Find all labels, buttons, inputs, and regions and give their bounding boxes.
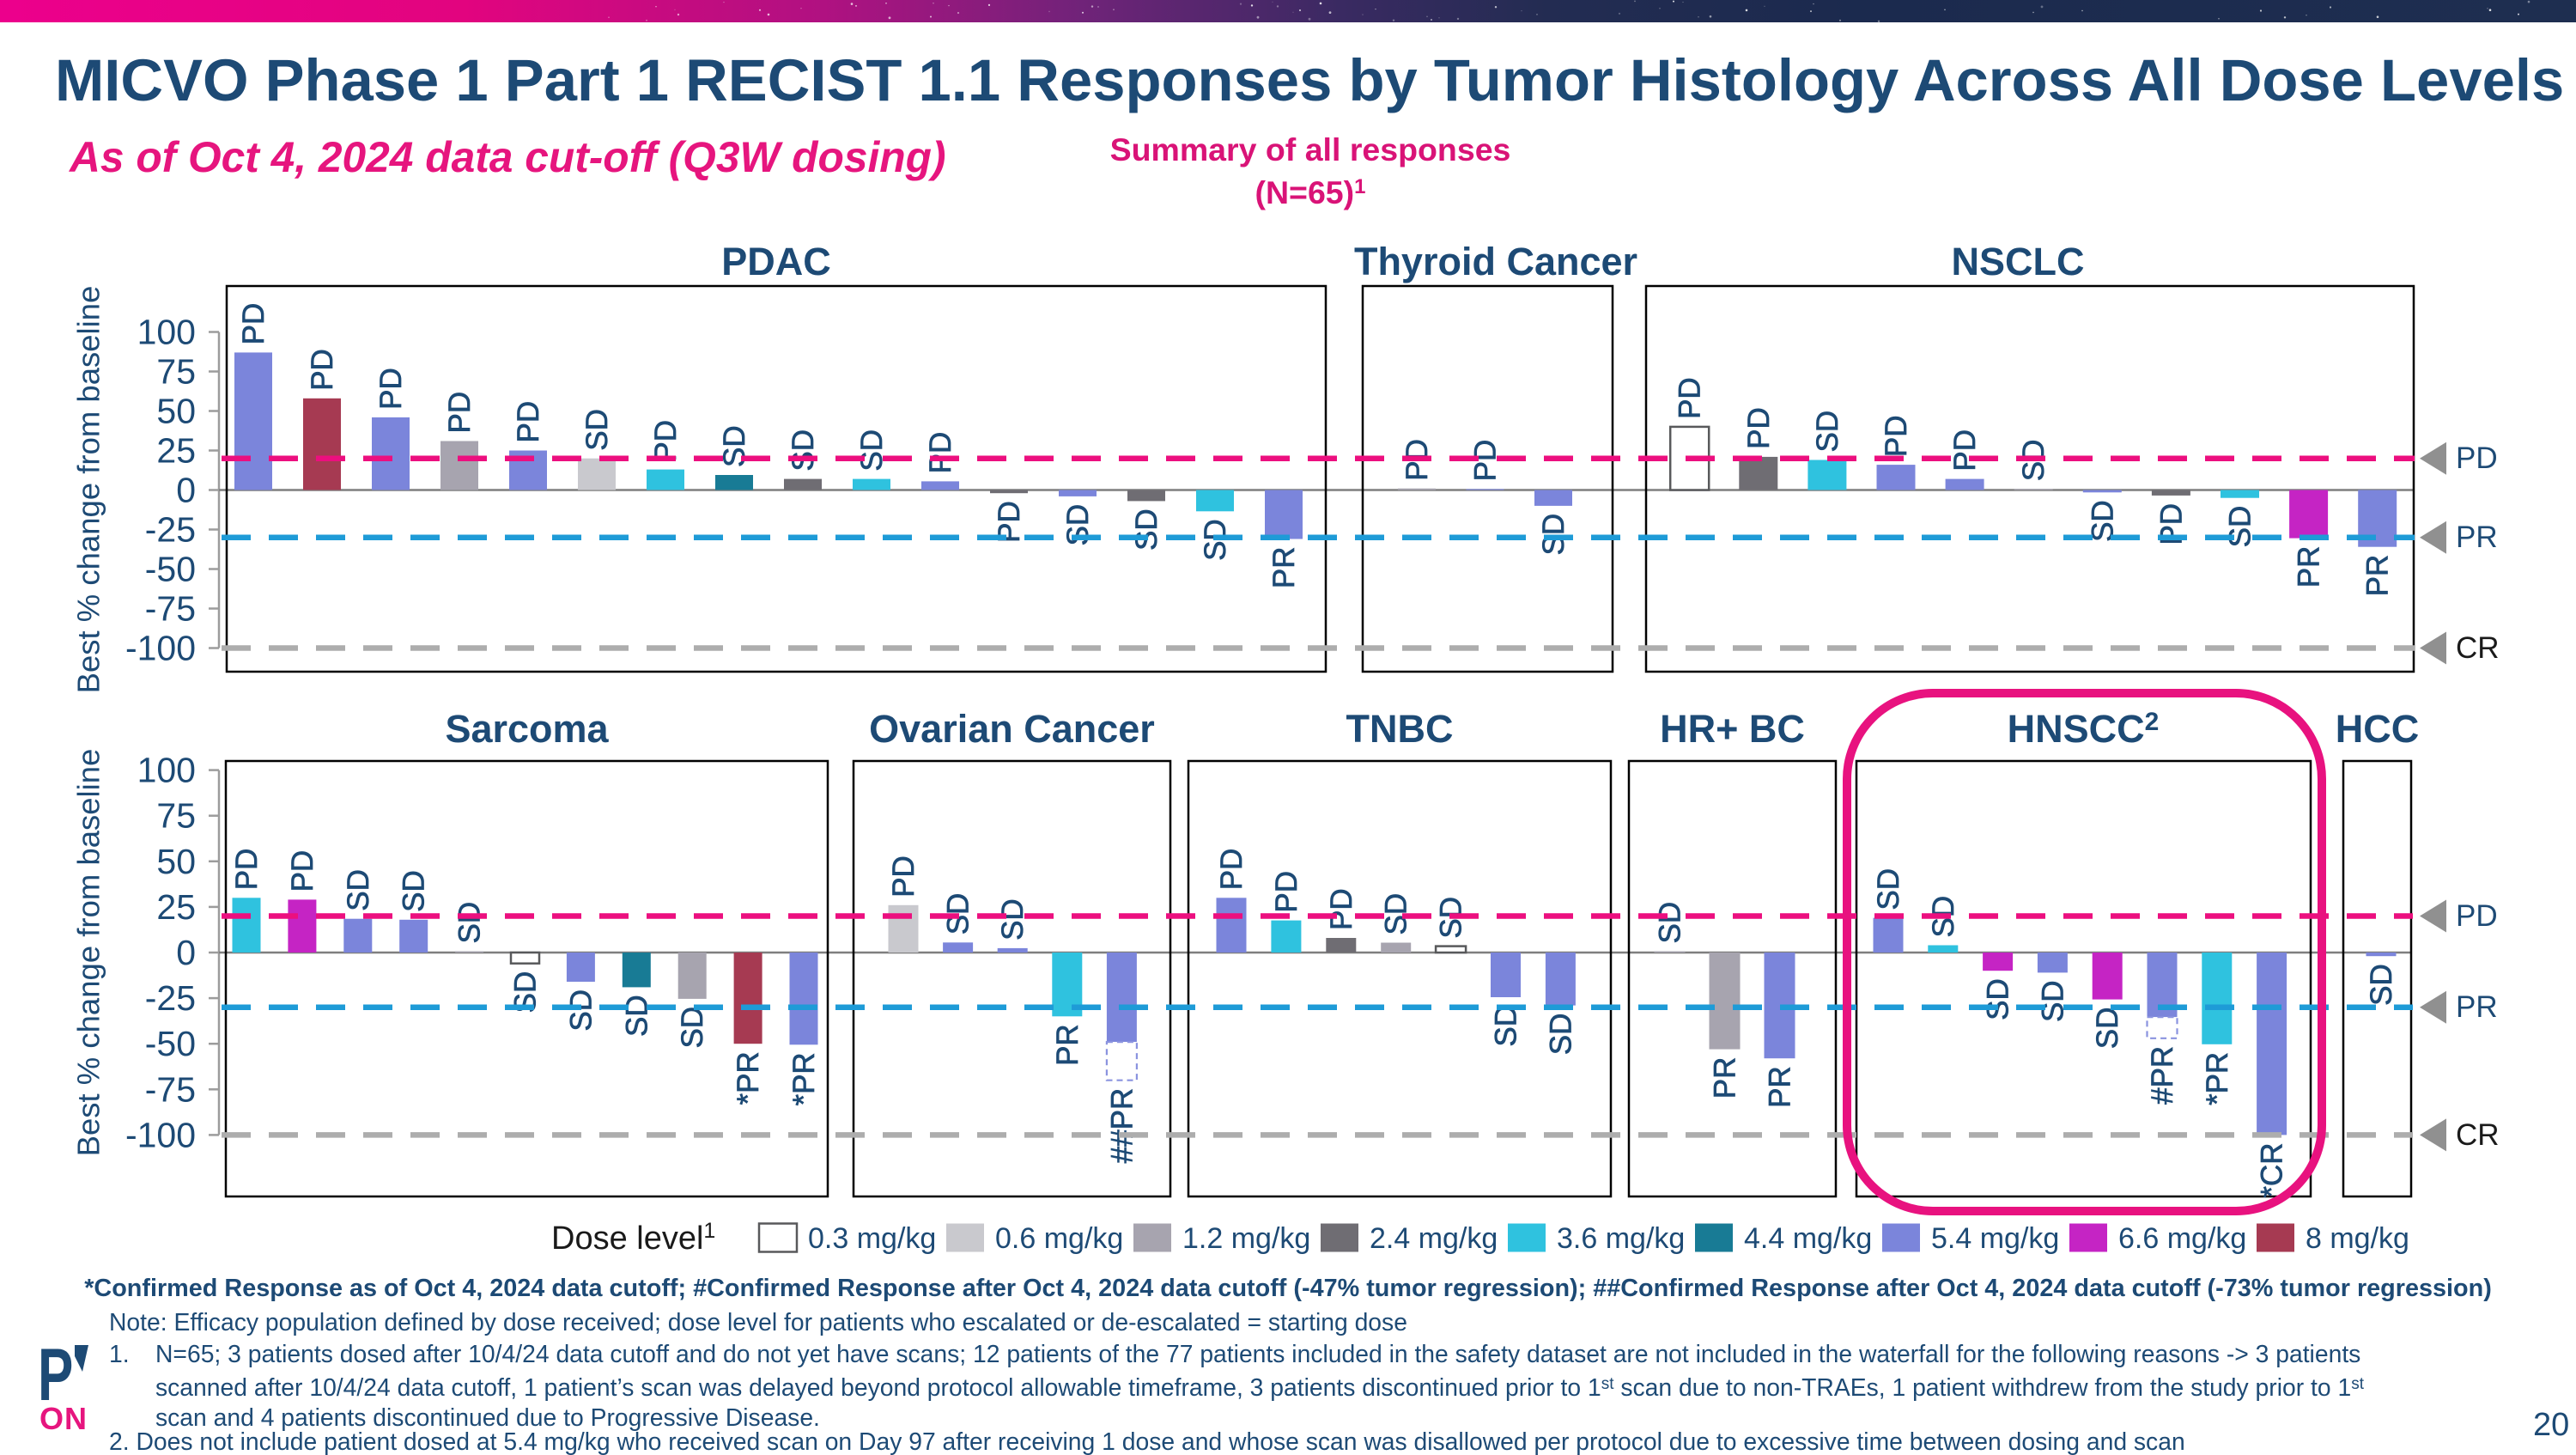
svg-text:SD: SD bbox=[676, 1007, 709, 1049]
svg-text:-50: -50 bbox=[145, 1024, 196, 1063]
svg-text:*CR: *CR bbox=[2256, 1142, 2289, 1197]
svg-text:PD: PD bbox=[1880, 415, 1913, 457]
svg-text:PD: PD bbox=[1215, 849, 1249, 891]
svg-text:SD: SD bbox=[1544, 1014, 1577, 1056]
svg-text:SD: SD bbox=[1872, 868, 1905, 910]
svg-text:PD: PD bbox=[1742, 407, 1776, 449]
svg-text:-25: -25 bbox=[145, 978, 196, 1018]
svg-text:##PR: ##PR bbox=[1105, 1088, 1139, 1164]
svg-text:SD: SD bbox=[1490, 1005, 1523, 1047]
svg-text:SD: SD bbox=[855, 429, 889, 472]
svg-text:0: 0 bbox=[176, 933, 196, 972]
svg-text:25: 25 bbox=[156, 431, 196, 471]
svg-text:0.3 mg/kg: 0.3 mg/kg bbox=[808, 1222, 936, 1255]
svg-text:SD: SD bbox=[2036, 980, 2069, 1022]
svg-text:HCC: HCC bbox=[2336, 707, 2420, 751]
svg-text:SD: SD bbox=[1537, 514, 1571, 556]
svg-text:Best % change from baseline: Best % change from baseline bbox=[71, 286, 106, 694]
svg-text:PD: PD bbox=[1325, 888, 1358, 930]
svg-text:75: 75 bbox=[156, 352, 196, 392]
svg-text:PD: PD bbox=[286, 850, 319, 892]
svg-text:Best % change from baseline: Best % change from baseline bbox=[71, 749, 106, 1157]
svg-text:PDAC: PDAC bbox=[721, 240, 831, 283]
svg-text:Thyroid Cancer: Thyroid Cancer bbox=[1354, 240, 1637, 283]
svg-text:PD: PD bbox=[443, 392, 477, 434]
svg-text:100: 100 bbox=[137, 751, 196, 790]
svg-text:NSCLC: NSCLC bbox=[1952, 240, 2085, 283]
svg-text:PD: PD bbox=[2456, 899, 2498, 933]
svg-text:SD: SD bbox=[1654, 902, 1687, 944]
svg-text:*PR: *PR bbox=[2201, 1052, 2234, 1105]
svg-text:*PR: *PR bbox=[732, 1051, 765, 1105]
svg-text:SD: SD bbox=[1130, 508, 1163, 551]
svg-text:SD: SD bbox=[2091, 1008, 2124, 1050]
svg-text:PD: PD bbox=[924, 432, 957, 474]
svg-text:50: 50 bbox=[156, 392, 196, 431]
svg-text:HR+ BC: HR+ BC bbox=[1660, 707, 1805, 751]
svg-text:*PR: *PR bbox=[787, 1052, 821, 1105]
svg-text:25: 25 bbox=[156, 887, 196, 927]
svg-text:-100: -100 bbox=[125, 1115, 196, 1154]
svg-text:SD: SD bbox=[453, 902, 487, 944]
svg-text:Sarcoma: Sarcoma bbox=[445, 707, 609, 751]
svg-text:PD: PD bbox=[374, 368, 408, 410]
svg-text:PD: PD bbox=[1270, 871, 1303, 913]
svg-text:100: 100 bbox=[137, 313, 196, 352]
svg-text:PR: PR bbox=[2456, 990, 2498, 1024]
svg-text:SD: SD bbox=[1811, 411, 1844, 453]
svg-text:PD: PD bbox=[649, 420, 683, 462]
svg-text:0: 0 bbox=[176, 471, 196, 510]
svg-text:CR: CR bbox=[2456, 1118, 2500, 1152]
svg-text:PR: PR bbox=[1709, 1057, 1742, 1099]
svg-text:SD: SD bbox=[2365, 964, 2398, 1006]
svg-text:SD: SD bbox=[996, 898, 1030, 941]
svg-text:SD: SD bbox=[342, 869, 375, 911]
svg-text:PD: PD bbox=[237, 303, 270, 345]
svg-text:SD: SD bbox=[2224, 506, 2257, 548]
svg-text:SD: SD bbox=[398, 870, 431, 912]
svg-text:PD: PD bbox=[887, 855, 920, 898]
svg-text:2.4 mg/kg: 2.4 mg/kg bbox=[1370, 1222, 1498, 1255]
svg-text:SD: SD bbox=[787, 429, 820, 472]
svg-text:3.6 mg/kg: 3.6 mg/kg bbox=[1557, 1222, 1685, 1255]
svg-text:PR: PR bbox=[1267, 547, 1301, 589]
svg-text:Dose level1: Dose level1 bbox=[551, 1219, 715, 1257]
svg-text:5.4 mg/kg: 5.4 mg/kg bbox=[1931, 1222, 2059, 1255]
svg-text:-75: -75 bbox=[145, 1069, 196, 1109]
svg-text:Ovarian Cancer: Ovarian Cancer bbox=[869, 707, 1155, 751]
svg-text:HNSCC2: HNSCC2 bbox=[2008, 707, 2160, 751]
svg-text:6.6 mg/kg: 6.6 mg/kg bbox=[2118, 1222, 2246, 1255]
svg-text:SD: SD bbox=[580, 409, 614, 451]
svg-text:PR: PR bbox=[1764, 1066, 1797, 1108]
svg-text:1.2 mg/kg: 1.2 mg/kg bbox=[1182, 1222, 1310, 1255]
svg-text:TNBC: TNBC bbox=[1346, 707, 1454, 751]
svg-text:8 mg/kg: 8 mg/kg bbox=[2306, 1222, 2409, 1255]
svg-text:SD: SD bbox=[620, 995, 653, 1037]
svg-text:PR: PR bbox=[1051, 1024, 1084, 1066]
svg-text:PD: PD bbox=[306, 349, 339, 391]
svg-text:#PR: #PR bbox=[2146, 1046, 2179, 1105]
svg-text:PD: PD bbox=[512, 401, 545, 443]
svg-text:0.6 mg/kg: 0.6 mg/kg bbox=[995, 1222, 1123, 1255]
svg-text:-25: -25 bbox=[145, 510, 196, 550]
svg-text:CR: CR bbox=[2456, 631, 2500, 665]
svg-text:PD: PD bbox=[993, 501, 1026, 543]
svg-text:SD: SD bbox=[564, 989, 598, 1032]
svg-text:PR: PR bbox=[2456, 521, 2498, 554]
svg-text:PD: PD bbox=[1674, 377, 1707, 419]
svg-text:-100: -100 bbox=[125, 629, 196, 668]
svg-text:4.4 mg/kg: 4.4 mg/kg bbox=[1744, 1222, 1872, 1255]
svg-text:-75: -75 bbox=[145, 589, 196, 629]
svg-text:PD: PD bbox=[1948, 429, 1982, 472]
svg-text:75: 75 bbox=[156, 796, 196, 836]
svg-text:PR: PR bbox=[2361, 555, 2395, 597]
svg-text:PD: PD bbox=[230, 849, 264, 891]
svg-text:-50: -50 bbox=[145, 550, 196, 589]
svg-text:PD: PD bbox=[2456, 441, 2498, 475]
svg-text:50: 50 bbox=[156, 842, 196, 881]
svg-text:SD: SD bbox=[1982, 978, 2015, 1020]
svg-text:PR: PR bbox=[2293, 546, 2326, 588]
